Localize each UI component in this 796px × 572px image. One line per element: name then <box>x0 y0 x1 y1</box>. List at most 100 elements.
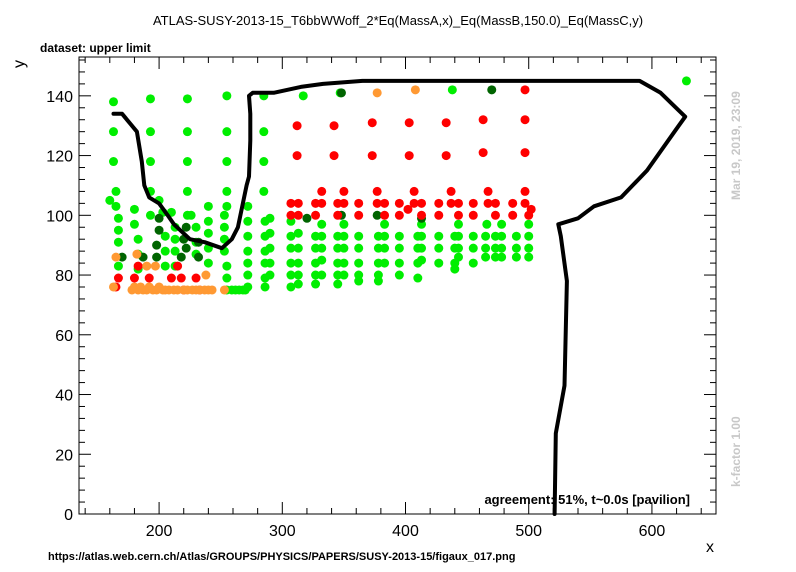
data-point-green <box>243 201 253 211</box>
kfactor-label: k-factor 1.00 <box>729 416 743 487</box>
data-point-green <box>373 276 383 286</box>
data-point-red <box>293 210 303 220</box>
data-point-green <box>113 261 123 271</box>
data-point-red <box>404 118 414 128</box>
data-point-green <box>511 231 521 241</box>
data-point-red <box>372 186 382 196</box>
data-point-green <box>339 270 349 280</box>
data-point-green <box>333 270 343 280</box>
y-tick-label: 120 <box>46 149 73 166</box>
data-point-red <box>166 273 176 283</box>
data-point-red <box>468 210 478 220</box>
data-point-green <box>286 231 296 241</box>
data-points <box>105 76 691 295</box>
data-point-red <box>403 204 413 214</box>
data-point-red <box>483 186 493 196</box>
data-point-green <box>145 210 155 220</box>
data-point-green <box>394 231 404 241</box>
data-point-green <box>182 94 192 104</box>
data-point-red <box>173 261 183 271</box>
x-tick-label: 200 <box>146 523 173 540</box>
data-point-green <box>482 219 492 229</box>
data-point-red <box>520 198 530 208</box>
data-point-red <box>434 198 444 208</box>
data-point-green <box>298 91 308 101</box>
y-axis-label: y <box>11 60 28 68</box>
data-point-darkgreen <box>194 252 204 262</box>
data-point-red <box>478 115 488 125</box>
data-point-green <box>243 258 253 268</box>
data-point-green <box>354 258 364 268</box>
data-point-green <box>108 157 118 167</box>
data-point-red <box>520 148 530 158</box>
plot-frame <box>78 56 717 515</box>
data-point-red <box>441 118 451 128</box>
data-point-green <box>108 127 118 137</box>
data-point-orange <box>201 270 211 280</box>
data-point-red <box>453 198 463 208</box>
data-point-green <box>339 219 349 229</box>
data-point-green <box>243 216 253 226</box>
data-point-green <box>373 231 383 241</box>
data-point-red <box>394 198 404 208</box>
data-point-green <box>317 231 327 241</box>
data-point-green <box>265 213 275 223</box>
timestamp-label: Mar 19, 2019, 23:09 <box>729 91 743 200</box>
data-point-darkgreen <box>336 88 346 98</box>
data-point-red <box>434 210 444 220</box>
data-point-green <box>339 231 349 241</box>
data-point-green <box>317 219 327 229</box>
chart-subtitle: dataset: upper limit <box>40 41 151 55</box>
data-point-green <box>511 252 521 262</box>
data-point-red <box>417 198 427 208</box>
data-point-green <box>222 273 232 283</box>
data-point-red <box>144 273 154 283</box>
data-point-red <box>453 210 463 220</box>
y-tick-label: 140 <box>46 89 73 106</box>
data-point-green <box>111 186 121 196</box>
data-point-red <box>333 198 343 208</box>
data-point-red <box>133 261 143 271</box>
data-point-green <box>203 201 213 211</box>
data-point-green <box>108 97 118 107</box>
data-point-green <box>265 243 275 253</box>
data-point-orange <box>108 282 118 292</box>
data-point-green <box>145 157 155 167</box>
data-point-green <box>373 258 383 268</box>
data-point-red <box>113 273 123 283</box>
data-point-red <box>380 198 390 208</box>
data-point-green <box>417 231 427 241</box>
data-point-green <box>311 243 321 253</box>
data-point-green <box>113 225 123 235</box>
data-point-green <box>524 243 534 253</box>
data-point-green <box>373 243 383 253</box>
y-axis: 0 20 40 60 80 100 120 140 <box>46 59 716 524</box>
agreement-label: agreement: 51%, t~0.0s [pavilion] <box>484 492 690 507</box>
data-point-green <box>111 201 121 211</box>
data-point-green <box>450 264 460 274</box>
data-point-green <box>243 231 253 241</box>
data-point-green <box>222 261 232 271</box>
data-point-green <box>453 252 463 262</box>
data-point-darkgreen <box>152 240 162 250</box>
data-point-orange <box>410 85 420 95</box>
data-point-green <box>524 252 534 262</box>
data-point-red <box>286 210 296 220</box>
data-point-red <box>468 198 478 208</box>
data-point-green <box>133 234 143 244</box>
data-point-green <box>468 243 478 253</box>
data-point-red <box>292 121 302 131</box>
data-point-green <box>105 195 115 205</box>
data-point-red <box>191 273 201 283</box>
data-point-green <box>333 231 343 241</box>
data-point-orange <box>207 285 217 295</box>
data-point-darkgreen <box>154 213 164 223</box>
data-point-orange <box>132 249 142 259</box>
data-point-green <box>259 186 269 196</box>
data-point-red <box>478 148 488 158</box>
data-point-green <box>222 91 232 101</box>
data-point-darkgreen <box>176 252 186 262</box>
data-point-red <box>311 210 321 220</box>
data-point-green <box>380 219 390 229</box>
